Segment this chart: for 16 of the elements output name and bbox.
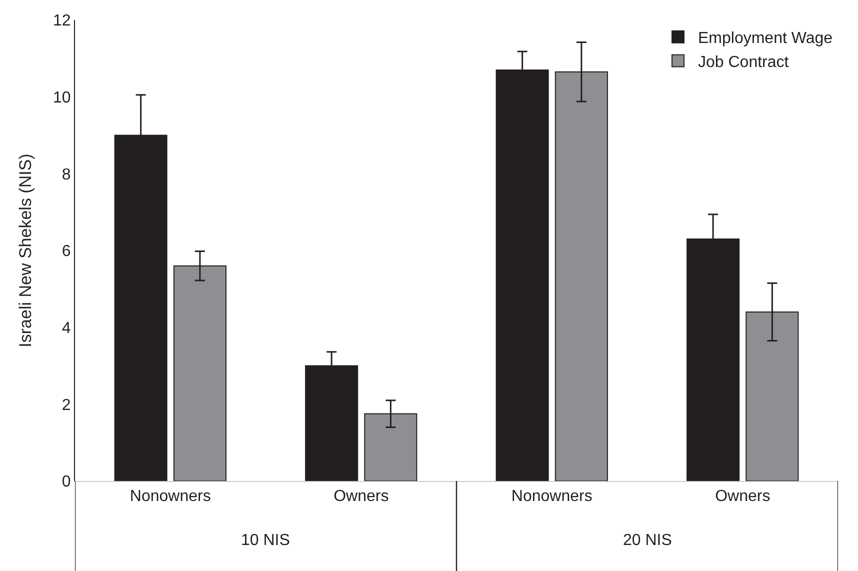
text: 10 NIS xyxy=(241,532,290,549)
y-tick-label: 6 xyxy=(62,243,71,260)
y-tick-label: 8 xyxy=(62,166,71,184)
legend-label: Employment Wage xyxy=(698,30,833,48)
x-tick-label: Owners xyxy=(715,488,770,506)
x-tick-label: Owners xyxy=(334,488,389,506)
y-tick-label: 4 xyxy=(62,320,71,337)
legend-label: Job Contract xyxy=(698,54,790,71)
y-tick-label: 12 xyxy=(53,12,71,30)
x-tick-label: Nonowners xyxy=(130,488,211,506)
y-tick-label: 10 xyxy=(53,89,71,106)
y-tick-label: 0 xyxy=(62,474,71,491)
y-axis-title: Israeli New Shekels (NIS) xyxy=(16,154,35,348)
text: 20 NIS xyxy=(623,532,672,549)
y-tick-label: 2 xyxy=(62,396,71,414)
x-tick-label: Nonowners xyxy=(511,488,592,506)
